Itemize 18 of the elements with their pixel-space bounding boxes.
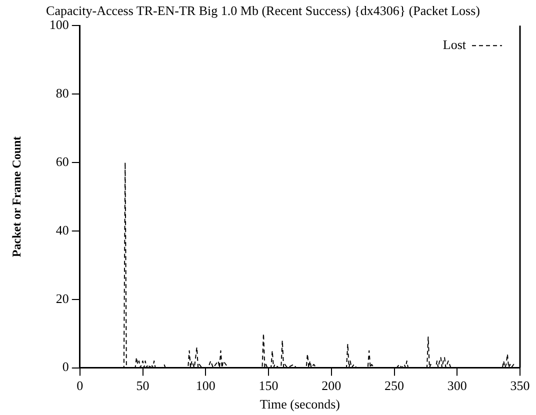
x-tick-label: 200 [322,378,342,394]
x-axis-title: Time (seconds) [260,396,340,412]
legend-label: Lost [442,37,466,52]
y-axis-title: Packet or Frame Count [9,136,24,258]
chart-title: Capacity-Access TR-EN-TR Big 1.0 Mb (Recent Success) {dx4306} (Packet Loss) [46,3,480,18]
x-tick-label: 350 [510,378,530,394]
x-tick-label: 0 [76,378,84,394]
x-tick-label: 300 [447,378,467,394]
y-tick-label: 80 [56,85,69,100]
x-tick-label: 150 [258,378,278,394]
x-tick-label: 50 [136,378,150,394]
y-tick-label: 20 [56,290,69,306]
y-tick-label: 60 [56,154,69,169]
y-tick-label: 40 [56,222,69,238]
x-tick-label: 250 [384,378,404,394]
y-tick-label: 0 [62,359,69,374]
x-tick-label: 100 [196,378,216,394]
y-tick-label: 100 [49,17,69,32]
